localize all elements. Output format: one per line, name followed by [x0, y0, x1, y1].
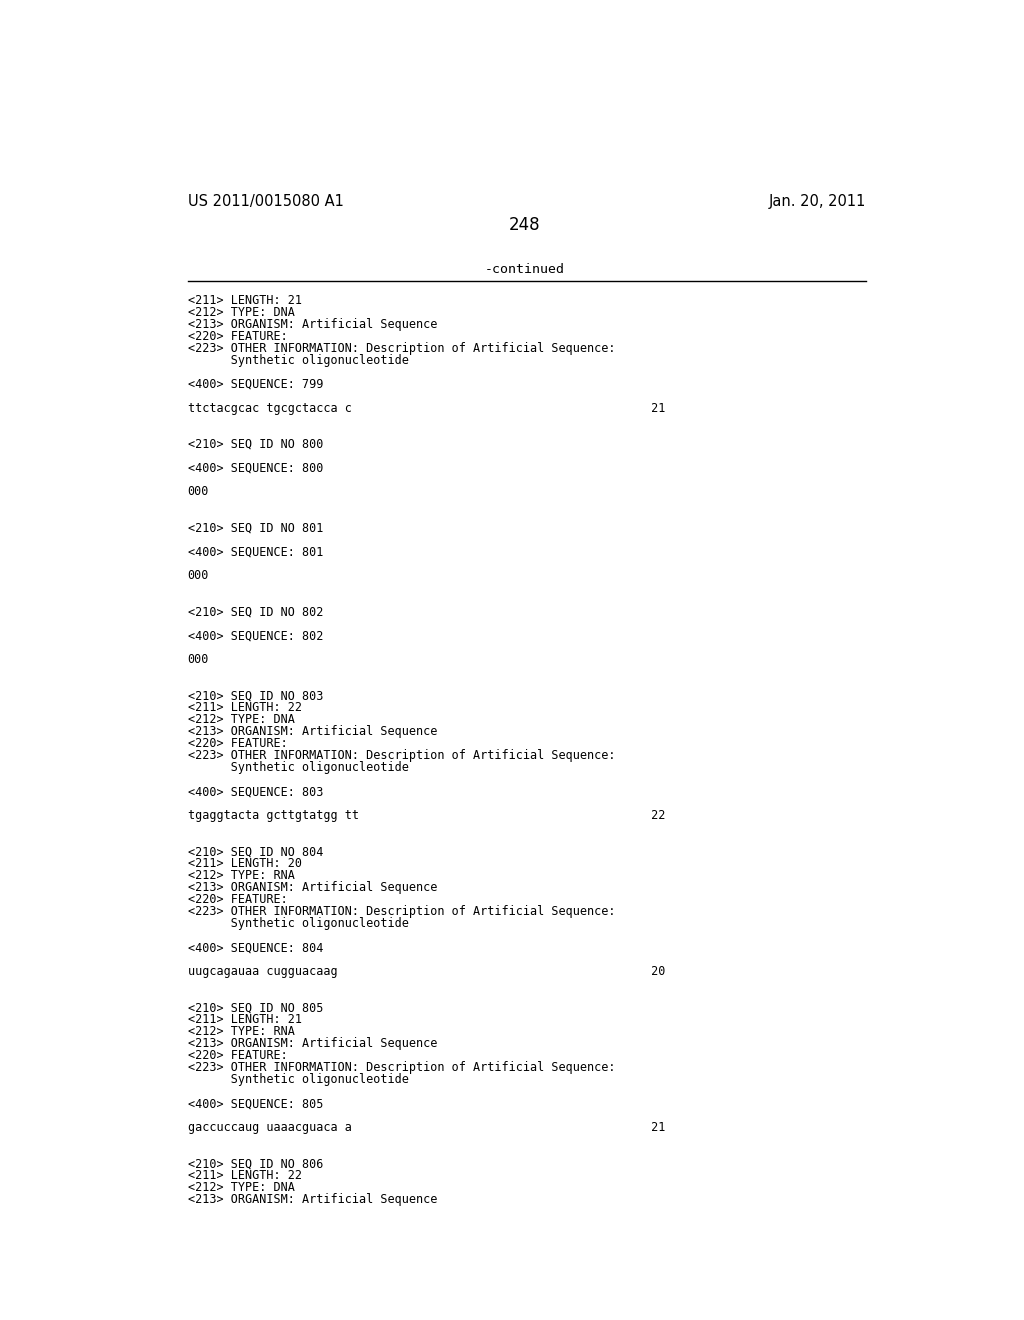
Text: 000: 000 — [187, 486, 209, 499]
Text: <211> LENGTH: 20: <211> LENGTH: 20 — [187, 857, 301, 870]
Text: <211> LENGTH: 21: <211> LENGTH: 21 — [187, 1014, 301, 1026]
Text: Synthetic oligonucleotide: Synthetic oligonucleotide — [187, 354, 409, 367]
Text: -continued: -continued — [484, 263, 565, 276]
Text: uugcagauaa cugguacaag                                            20: uugcagauaa cugguacaag 20 — [187, 965, 665, 978]
Text: 248: 248 — [509, 216, 541, 235]
Text: <400> SEQUENCE: 802: <400> SEQUENCE: 802 — [187, 630, 323, 643]
Text: Jan. 20, 2011: Jan. 20, 2011 — [769, 194, 866, 209]
Text: <220> FEATURE:: <220> FEATURE: — [187, 738, 288, 750]
Text: <210> SEQ ID NO 802: <210> SEQ ID NO 802 — [187, 606, 323, 618]
Text: <220> FEATURE:: <220> FEATURE: — [187, 894, 288, 907]
Text: <210> SEQ ID NO 805: <210> SEQ ID NO 805 — [187, 1001, 323, 1014]
Text: Synthetic oligonucleotide: Synthetic oligonucleotide — [187, 1073, 409, 1086]
Text: <210> SEQ ID NO 801: <210> SEQ ID NO 801 — [187, 521, 323, 535]
Text: gaccuccaug uaaacguaca a                                          21: gaccuccaug uaaacguaca a 21 — [187, 1121, 665, 1134]
Text: Synthetic oligonucleotide: Synthetic oligonucleotide — [187, 762, 409, 775]
Text: <220> FEATURE:: <220> FEATURE: — [187, 330, 288, 343]
Text: <213> ORGANISM: Artificial Sequence: <213> ORGANISM: Artificial Sequence — [187, 882, 437, 894]
Text: <210> SEQ ID NO 804: <210> SEQ ID NO 804 — [187, 845, 323, 858]
Text: <213> ORGANISM: Artificial Sequence: <213> ORGANISM: Artificial Sequence — [187, 1038, 437, 1051]
Text: ttctacgcac tgcgctacca c                                          21: ttctacgcac tgcgctacca c 21 — [187, 401, 665, 414]
Text: <212> TYPE: DNA: <212> TYPE: DNA — [187, 713, 294, 726]
Text: <223> OTHER INFORMATION: Description of Artificial Sequence:: <223> OTHER INFORMATION: Description of … — [187, 342, 615, 355]
Text: US 2011/0015080 A1: US 2011/0015080 A1 — [187, 194, 343, 209]
Text: <210> SEQ ID NO 806: <210> SEQ ID NO 806 — [187, 1158, 323, 1170]
Text: <400> SEQUENCE: 804: <400> SEQUENCE: 804 — [187, 941, 323, 954]
Text: <220> FEATURE:: <220> FEATURE: — [187, 1049, 288, 1063]
Text: <212> TYPE: RNA: <212> TYPE: RNA — [187, 1026, 294, 1039]
Text: <213> ORGANISM: Artificial Sequence: <213> ORGANISM: Artificial Sequence — [187, 726, 437, 738]
Text: <212> TYPE: RNA: <212> TYPE: RNA — [187, 870, 294, 882]
Text: 000: 000 — [187, 569, 209, 582]
Text: <223> OTHER INFORMATION: Description of Artificial Sequence:: <223> OTHER INFORMATION: Description of … — [187, 750, 615, 763]
Text: Synthetic oligonucleotide: Synthetic oligonucleotide — [187, 917, 409, 931]
Text: <210> SEQ ID NO 803: <210> SEQ ID NO 803 — [187, 689, 323, 702]
Text: <211> LENGTH: 22: <211> LENGTH: 22 — [187, 1170, 301, 1183]
Text: <211> LENGTH: 21: <211> LENGTH: 21 — [187, 293, 301, 306]
Text: tgaggtacta gcttgtatgg tt                                         22: tgaggtacta gcttgtatgg tt 22 — [187, 809, 665, 822]
Text: <212> TYPE: DNA: <212> TYPE: DNA — [187, 305, 294, 318]
Text: <223> OTHER INFORMATION: Description of Artificial Sequence:: <223> OTHER INFORMATION: Description of … — [187, 906, 615, 919]
Text: <212> TYPE: DNA: <212> TYPE: DNA — [187, 1181, 294, 1195]
Text: <223> OTHER INFORMATION: Description of Artificial Sequence:: <223> OTHER INFORMATION: Description of … — [187, 1061, 615, 1074]
Text: <400> SEQUENCE: 803: <400> SEQUENCE: 803 — [187, 785, 323, 799]
Text: <211> LENGTH: 22: <211> LENGTH: 22 — [187, 701, 301, 714]
Text: <400> SEQUENCE: 805: <400> SEQUENCE: 805 — [187, 1097, 323, 1110]
Text: 000: 000 — [187, 653, 209, 667]
Text: <213> ORGANISM: Artificial Sequence: <213> ORGANISM: Artificial Sequence — [187, 1193, 437, 1206]
Text: <213> ORGANISM: Artificial Sequence: <213> ORGANISM: Artificial Sequence — [187, 318, 437, 330]
Text: <400> SEQUENCE: 800: <400> SEQUENCE: 800 — [187, 462, 323, 474]
Text: <400> SEQUENCE: 801: <400> SEQUENCE: 801 — [187, 545, 323, 558]
Text: <210> SEQ ID NO 800: <210> SEQ ID NO 800 — [187, 437, 323, 450]
Text: <400> SEQUENCE: 799: <400> SEQUENCE: 799 — [187, 378, 323, 391]
